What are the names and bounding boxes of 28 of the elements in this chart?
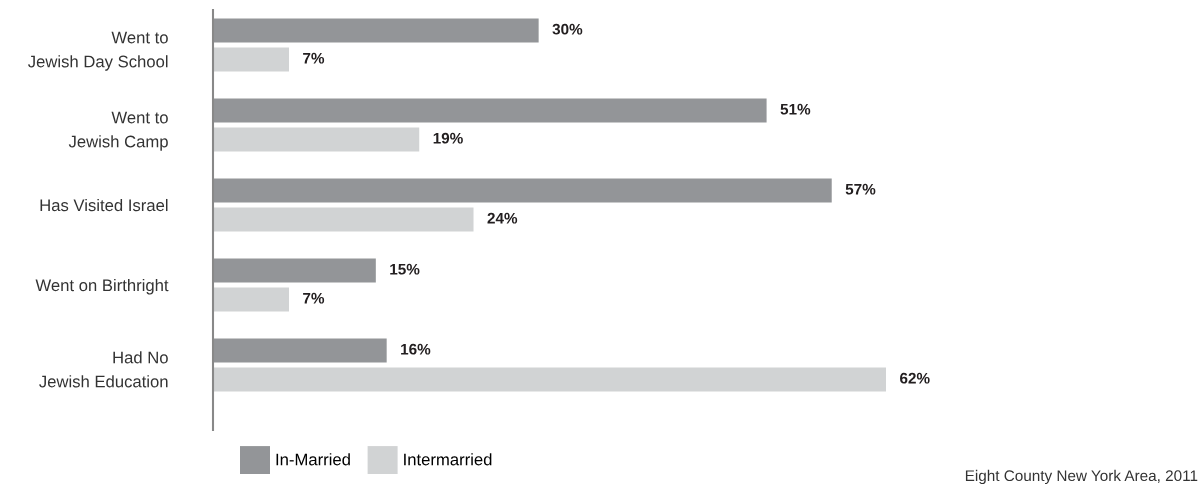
bar xyxy=(213,98,767,123)
bar xyxy=(213,127,420,152)
y-tick-label: Had No Jewish Education xyxy=(39,351,168,388)
data-label: 57% xyxy=(845,183,876,195)
bar xyxy=(213,367,886,392)
legend-label: Intermarried xyxy=(404,453,492,466)
y-tick-label: Has Visited Israel xyxy=(40,198,168,212)
bar xyxy=(213,18,539,43)
legend-label: In-Married xyxy=(276,453,350,466)
bar xyxy=(213,258,376,283)
data-label: 62% xyxy=(900,372,930,384)
data-label: 16% xyxy=(401,343,431,355)
data-label: 15% xyxy=(390,263,420,275)
y-tick-label: Went on Birthright xyxy=(35,278,169,295)
y-tick-label: Went to Jewish Day School xyxy=(28,31,168,71)
bar xyxy=(213,207,474,232)
bar xyxy=(213,287,289,312)
bar xyxy=(213,338,387,363)
data-label: 30% xyxy=(552,23,583,35)
data-label: 24% xyxy=(487,212,518,224)
data-label: 19% xyxy=(433,132,463,144)
y-tick-label: Went to Jewish Camp xyxy=(68,111,168,151)
bar xyxy=(213,47,289,72)
data-label: 7% xyxy=(303,292,325,304)
data-label: 51% xyxy=(780,103,811,115)
text: Eight County New York Area, 2011 xyxy=(965,469,1198,485)
bar xyxy=(213,178,832,203)
data-label: 7% xyxy=(303,52,325,64)
